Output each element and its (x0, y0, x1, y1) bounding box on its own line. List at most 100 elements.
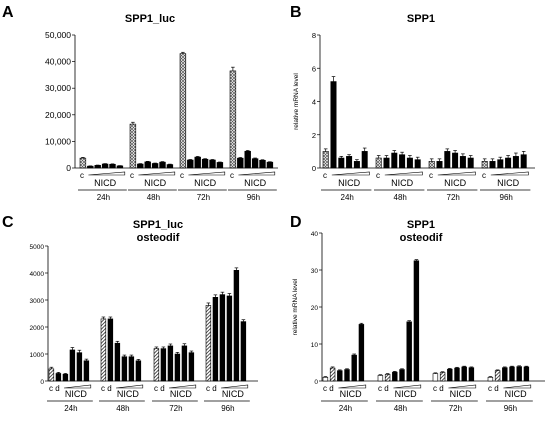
bar (229, 70, 237, 169)
dose-wedge (393, 384, 422, 389)
treatment-label: NICD (117, 389, 139, 399)
dose-wedge (138, 171, 176, 176)
bar (160, 348, 167, 382)
bar (129, 123, 137, 169)
bar (181, 345, 188, 382)
bar (167, 345, 174, 382)
bar (447, 368, 453, 382)
time-label: 48h (394, 193, 407, 202)
control-label: c d (154, 384, 165, 393)
bar (116, 165, 124, 169)
bar (151, 163, 159, 169)
treatment-label: NICD (222, 389, 244, 399)
bar (237, 157, 244, 169)
panel-c-subtitle: osteodif (137, 232, 180, 244)
time-label: 96h (500, 193, 513, 202)
bar (432, 373, 439, 382)
bar (468, 367, 475, 382)
bar (209, 159, 216, 169)
bar (413, 260, 420, 382)
bar (244, 150, 251, 169)
control-label: c d (433, 384, 444, 393)
treatment-label: NICD (144, 178, 166, 188)
bar (329, 367, 336, 382)
panel-a-letter: A (2, 4, 14, 21)
panel-c: C SPP1_luc osteodif 0 1000 2000 3000 4000 500… (2, 214, 258, 413)
bar (337, 370, 343, 382)
bar (322, 376, 329, 382)
control-label: c (180, 171, 184, 180)
y-tick-label: 30,000 (45, 83, 71, 93)
y-tick-label: 50,000 (45, 30, 71, 40)
bar (487, 376, 494, 382)
control-label: c (80, 171, 84, 180)
bar (489, 161, 496, 169)
bar (240, 321, 247, 382)
bar (166, 164, 174, 169)
bar (399, 154, 406, 169)
bar (428, 161, 435, 169)
y-tick-label: 4 (312, 98, 316, 107)
treatment-label: NICD (444, 178, 466, 188)
bar (109, 163, 116, 169)
bar (137, 163, 144, 169)
bar (391, 152, 398, 169)
time-label: 24h (339, 404, 352, 413)
bar (344, 369, 350, 382)
time-label: 48h (147, 193, 160, 202)
control-label: c d (488, 384, 499, 393)
panel-a-title: SPP1_luc (125, 13, 175, 25)
bar (144, 161, 151, 169)
time-label: 24h (97, 193, 110, 202)
bar (330, 81, 337, 169)
bar (322, 151, 329, 169)
y-tick-label: 0 (312, 164, 316, 173)
dose-wedge (503, 384, 532, 389)
panel-b-letter: B (290, 4, 302, 21)
control-label: c d (378, 384, 389, 393)
bar (233, 269, 240, 382)
bar (266, 161, 274, 169)
bar (338, 157, 345, 169)
bar (201, 158, 209, 169)
bar (76, 352, 83, 382)
panel-c-title: SPP1_luc (133, 219, 183, 231)
y-tick-label: 4000 (30, 271, 45, 278)
y-tick-label: 3000 (30, 298, 45, 305)
time-label: 24h (341, 193, 354, 202)
control-label: c d (206, 384, 217, 393)
bar (377, 375, 384, 382)
y-tick-label: 1000 (30, 352, 45, 359)
bar (135, 360, 142, 382)
bar (481, 161, 488, 169)
panel-d-letter: D (290, 214, 302, 231)
time-label: 72h (449, 404, 462, 413)
treatment-label: NICD (505, 389, 527, 399)
bar (505, 157, 512, 169)
dose-wedge (331, 171, 370, 176)
bar (187, 159, 194, 169)
bar (121, 356, 128, 382)
bar (361, 151, 368, 169)
bar (353, 161, 360, 169)
control-label: c (429, 171, 433, 180)
bar (516, 366, 522, 382)
treatment-label: NICD (340, 389, 362, 399)
bar (259, 159, 266, 169)
bar (375, 157, 382, 169)
control-label: c (323, 171, 327, 180)
treatment-label: NICD (65, 389, 87, 399)
treatment-label: NICD (497, 178, 519, 188)
y-tick-label: 0 (66, 163, 71, 173)
time-label: 48h (394, 404, 407, 413)
treatment-label: NICD (395, 389, 417, 399)
dose-wedge (63, 384, 92, 389)
dose-wedge (220, 384, 249, 389)
bar (392, 371, 398, 382)
bar (101, 163, 109, 169)
bar (509, 366, 515, 382)
time-label: 48h (116, 404, 129, 413)
y-tick-label: 20,000 (45, 110, 71, 120)
bar (55, 373, 62, 382)
